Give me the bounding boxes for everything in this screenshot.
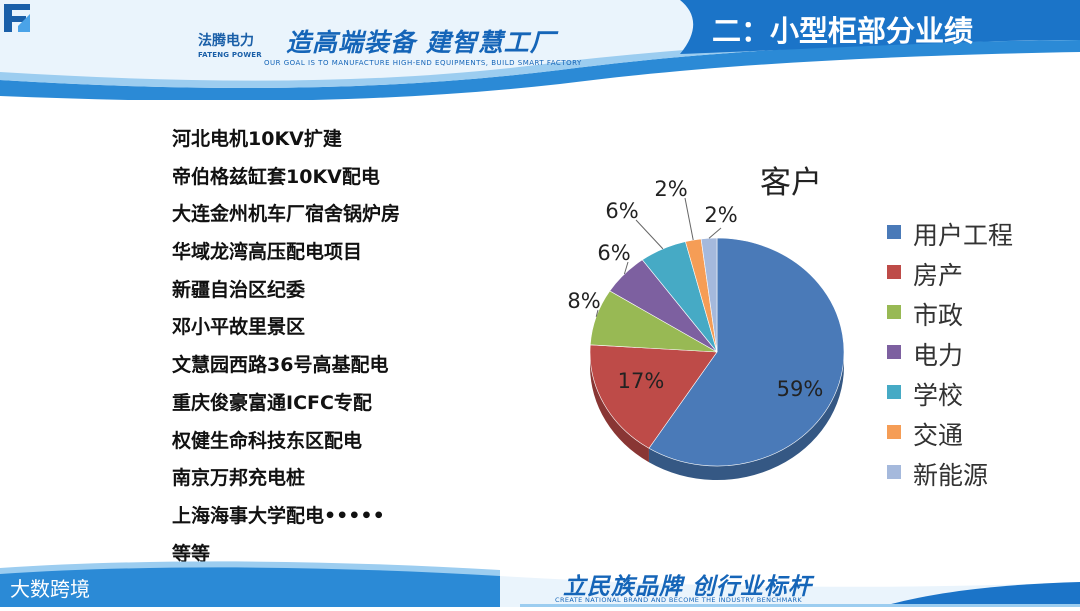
pie-slice-学校 — [641, 241, 718, 353]
legend-label: 交通 — [913, 421, 964, 450]
company-name-cn: 法腾电力 — [198, 33, 254, 49]
header-slogan-cn: 造高端装备 建智慧工厂 — [286, 28, 556, 57]
leader-line — [595, 309, 599, 317]
leader-line — [635, 219, 664, 250]
section-title: 二：小型柜部分业绩 — [712, 14, 974, 48]
pie-slice-电力 — [609, 259, 718, 353]
data-label: 6% — [597, 241, 630, 265]
project-item: 南京万邦充电桩 — [172, 467, 306, 490]
project-item: 上海海事大学配电••••• — [172, 504, 385, 527]
project-item: 帝伯格兹缸套10KV配电 — [172, 165, 380, 188]
footer-wave-graphic — [0, 561, 1080, 607]
company-name-en: FATENG POWER — [198, 51, 262, 59]
project-item: 文慧园西路36号高基配电 — [172, 354, 389, 377]
legend-label: 学校 — [913, 381, 964, 410]
footer-slogan-cn: 立民族品牌 创行业标杆 — [563, 574, 813, 600]
project-item: 大连金州机车厂宿舍锅炉房 — [172, 203, 401, 226]
project-item: 重庆俊豪富通ICFC专配 — [172, 391, 372, 414]
project-item: 等等 — [172, 542, 211, 565]
legend-swatch — [887, 385, 901, 399]
pie-slice-side — [590, 352, 649, 463]
footer-banner — [0, 560, 1080, 607]
project-item: 邓小平故里景区 — [172, 316, 306, 339]
pie-slice-新能源 — [700, 237, 718, 353]
legend-label: 市政 — [913, 301, 964, 330]
footer-slogan-en: CREATE NATIONAL BRAND AND BECOME THE IND… — [555, 596, 803, 604]
leader-line — [708, 227, 722, 239]
watermark-text: 大数跨境 — [10, 577, 90, 601]
legend-swatch — [887, 425, 901, 439]
data-label: 2% — [654, 177, 687, 201]
legend-label: 新能源 — [913, 461, 989, 490]
data-label: 17% — [618, 369, 665, 393]
pie-slice-市政 — [589, 290, 718, 353]
data-label: 2% — [704, 203, 737, 227]
header-banner: 法腾电力 FATENG POWER 造高端装备 建智慧工厂 OUR GOAL I… — [0, 0, 1080, 100]
data-label: 6% — [605, 199, 638, 223]
header-wave-graphic — [0, 0, 1080, 100]
legend-swatch — [887, 345, 901, 359]
header-slogan-en: OUR GOAL IS TO MANUFACTURE HIGH-END EQUI… — [264, 59, 582, 67]
data-label: 59% — [777, 377, 824, 401]
leader-line — [684, 197, 694, 241]
chart-title: 客户 — [760, 165, 822, 201]
legend-label: 房产 — [913, 261, 964, 290]
legend-swatch — [887, 465, 901, 479]
pie-slice-交通 — [685, 238, 718, 353]
fateng-logo-icon — [4, 4, 30, 32]
legend-label: 用户工程 — [913, 221, 1014, 250]
legend-label: 电力 — [913, 341, 964, 370]
legend-swatch — [887, 225, 901, 239]
data-label: 8% — [567, 289, 600, 313]
project-item: 华域龙湾高压配电项目 — [172, 241, 363, 264]
project-list: 河北电机10KV扩建 帝伯格兹缸套10KV配电 大连金州机车厂宿舍锅炉房 华域龙… — [172, 124, 400, 576]
pie-slice-房产 — [589, 344, 718, 449]
legend-swatch — [887, 305, 901, 319]
project-item: 河北电机10KV扩建 — [172, 128, 342, 150]
pie-slice-用户工程 — [648, 237, 845, 467]
leader-line — [623, 261, 629, 275]
project-item: 新疆自治区纪委 — [172, 278, 306, 301]
pie-slice-side — [648, 352, 844, 480]
project-item: 权健生命科技东区配电 — [172, 429, 363, 452]
legend-swatch — [887, 265, 901, 279]
